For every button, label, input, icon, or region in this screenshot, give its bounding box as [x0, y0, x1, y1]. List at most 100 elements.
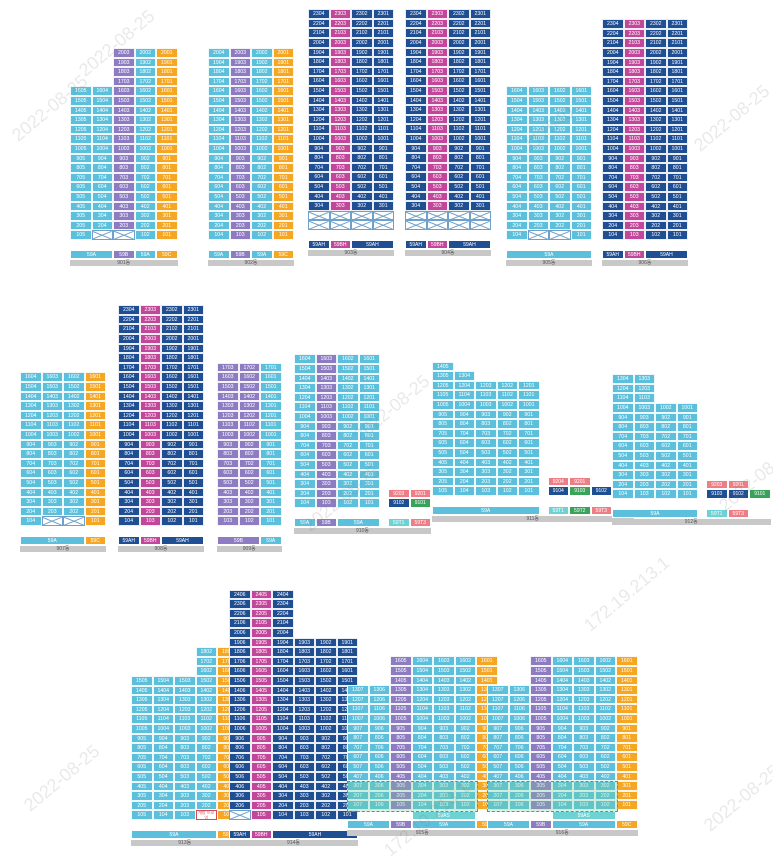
unit-cell: 1604 — [20, 372, 42, 382]
unit-cell: 403 — [41, 487, 63, 498]
unit-cell: 1203 — [229, 124, 251, 135]
unit-cell: 203 — [623, 220, 645, 231]
unit-cell: 902 — [238, 439, 260, 450]
unit-cell: 703 — [293, 752, 315, 763]
unit-cell: 1003 — [293, 724, 315, 734]
unit-cell: 602 — [645, 182, 667, 192]
unit-cell: 1603 — [426, 76, 448, 86]
unit-cell: 1105 — [131, 714, 153, 724]
unit-cell: 604 — [411, 752, 433, 762]
unit-cell: 1903 — [229, 57, 251, 68]
unit-cell: 706 — [508, 742, 530, 753]
unit-cell: 607 — [347, 752, 369, 762]
unit-cell: 702 — [134, 172, 156, 183]
unit-cell: 1401 — [84, 391, 106, 402]
unit-cell: 602 — [448, 172, 470, 182]
unit-cell: 1002 — [594, 714, 616, 724]
unit-cell: 1002 — [315, 724, 337, 734]
unit-cell: 2302 — [351, 9, 373, 19]
unit-cell: 1204 — [308, 114, 330, 125]
unit-cell: 1405 — [70, 105, 92, 116]
unit-cell: 1103 — [426, 124, 448, 134]
unit-cell: 1701 — [469, 66, 491, 77]
unit-cell: 2101 — [469, 28, 491, 38]
unit-cell: 903 — [426, 143, 448, 154]
unit-cell: 1401 — [358, 373, 380, 384]
unit-cell: 303 — [573, 781, 595, 791]
unit-cell: 604 — [20, 468, 42, 478]
unit-cell: 1205 — [390, 694, 412, 705]
unit-cell: 1703 — [623, 76, 645, 87]
unit-cell: 504 — [551, 762, 573, 772]
unit-cell: 1301 — [469, 105, 491, 115]
building-name: 902동 — [208, 260, 294, 266]
unit-type-label: 59A — [432, 506, 540, 515]
unit-cell: 1002 — [161, 430, 183, 440]
unit-cell: 701 — [469, 162, 491, 173]
unit-cell: 2304 — [602, 19, 624, 29]
pilotis-empty-cell — [91, 230, 113, 240]
building-name: 912동 — [612, 519, 771, 525]
unit-cell: 1601 — [156, 86, 178, 96]
pilotis-empty-cell — [372, 220, 394, 230]
unit-cell: 301 — [570, 211, 592, 221]
unit-cell: 702 — [161, 458, 183, 469]
unit-cell: 602 — [63, 468, 85, 478]
unit-cell: 1204 — [506, 124, 528, 135]
unit-cell: 404 — [551, 771, 573, 782]
unit-cell: 804 — [453, 419, 475, 429]
unit-cell: 503 — [573, 762, 595, 772]
unit-cell: 1304 — [20, 401, 42, 411]
unit-cell: 1201 — [156, 124, 178, 135]
building-name: 909동 — [217, 546, 282, 552]
unit-cell: 404 — [91, 201, 113, 212]
unit-type-label: 59BH — [426, 240, 448, 249]
unit-cell: 1203 — [433, 694, 455, 705]
unit-cell: 104 — [612, 489, 634, 499]
pilotis-empty-cell — [426, 210, 448, 221]
unit-cell: 1904 — [405, 47, 427, 58]
unit-cell: 501 — [272, 192, 294, 202]
unit-cell: 805 — [131, 743, 153, 753]
unit-cell: 1602 — [315, 666, 337, 676]
unit-cell: 204 — [118, 506, 140, 517]
unit-cell: 302 — [454, 781, 476, 791]
unit-type-label: 59AH — [602, 250, 624, 259]
unit-cell: 501 — [358, 460, 380, 470]
unit-cell: 1604 — [551, 656, 573, 666]
unit-cell: 1101 — [666, 134, 688, 144]
unit-cell: 203 — [113, 220, 135, 231]
unit-cell: 1404 — [208, 105, 230, 116]
unit-cell: 205 — [131, 800, 153, 811]
unit-cell: 902 — [454, 723, 476, 734]
unit-cell: 1105 — [390, 704, 412, 714]
unit-cell: 1404 — [152, 685, 174, 696]
unit-cell: 302 — [251, 211, 273, 221]
unit-cell: 602 — [454, 752, 476, 762]
unit-cell: 2004 — [308, 38, 330, 48]
unit-cell: 305 — [432, 467, 454, 477]
pilotis-empty-cell — [469, 210, 491, 221]
unit-cell: 1001 — [469, 134, 491, 144]
unit-type-label: 59AH — [272, 830, 358, 839]
unit-cell: 803 — [293, 743, 315, 753]
unit-cell: 1801 — [272, 67, 294, 77]
unit-cell: 1202 — [454, 694, 476, 705]
unit-cell: 1703 — [113, 76, 135, 87]
unit-cell: 503 — [527, 192, 549, 202]
unit-cell: 306 — [508, 781, 530, 791]
building-name: 905동 — [506, 260, 592, 266]
unit-cell: 903 — [623, 153, 645, 164]
unit-cell: 1004 — [294, 412, 316, 422]
unit-cell: 1204 — [20, 410, 42, 421]
unit-cell: 1303 — [573, 685, 595, 695]
unit-cell: 1802 — [448, 57, 470, 67]
unit-cell: 306 — [368, 781, 390, 791]
unit-cell: 1302 — [161, 401, 183, 411]
unit-cell: 1201 — [469, 114, 491, 125]
unit-cell: 1404 — [118, 391, 140, 402]
unit-cell: 402 — [337, 469, 359, 480]
unit-cell: 704 — [208, 172, 230, 183]
unit-cell: 303 — [527, 211, 549, 221]
